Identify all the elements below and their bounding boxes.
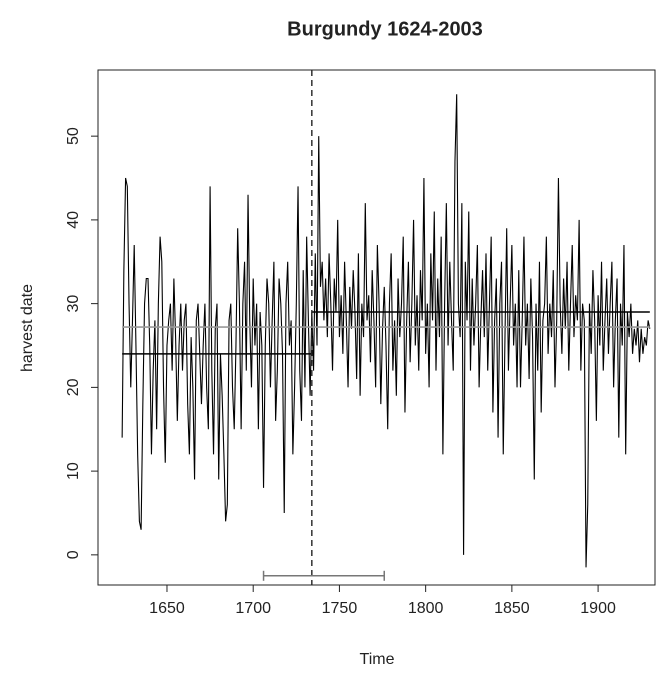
y-tick-label: 30 bbox=[65, 295, 82, 313]
x-tick-label: 1750 bbox=[322, 600, 358, 617]
y-tick-label: 20 bbox=[65, 378, 82, 396]
y-tick-label: 10 bbox=[65, 462, 82, 480]
data-line bbox=[121, 94, 651, 568]
y-tick-label: 50 bbox=[65, 127, 82, 145]
x-tick-label: 1650 bbox=[149, 600, 185, 617]
x-tick-label: 1850 bbox=[494, 600, 530, 617]
y-tick-label: 40 bbox=[65, 211, 82, 229]
y-tick-label: 0 bbox=[65, 550, 82, 559]
chart-title: Burgundy 1624-2003 bbox=[287, 18, 483, 40]
x-tick-label: 1700 bbox=[235, 600, 271, 617]
plot-frame bbox=[97, 69, 656, 586]
x-axis-label: Time bbox=[360, 651, 395, 668]
x-tick-label: 1900 bbox=[580, 600, 616, 617]
y-axis-label: harvest date bbox=[19, 284, 36, 372]
x-tick-label: 1800 bbox=[408, 600, 444, 617]
